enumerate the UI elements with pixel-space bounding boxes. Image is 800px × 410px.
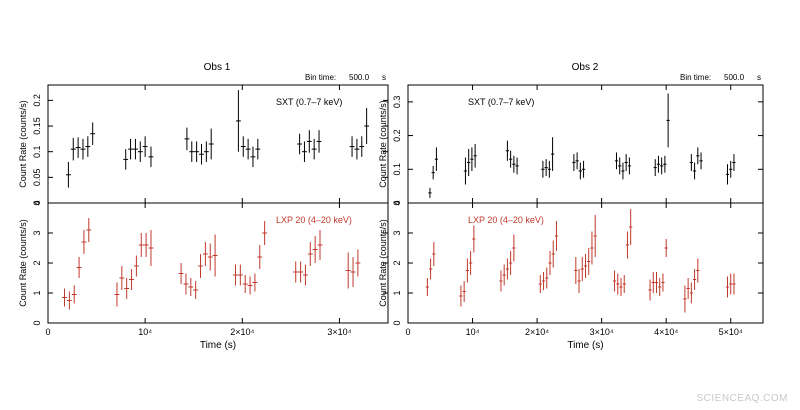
obs1-soft-ylabel: Count Rate (counts/s) [18, 100, 28, 188]
obs2-hard-ytick-label: 4 [392, 200, 402, 205]
obs2-hard-series-label: LXP 20 (4–20 keV) [468, 215, 544, 225]
obs1-bin-time-value: 500.0 [349, 73, 370, 82]
watermark: SCIENCEAQ.COM [696, 393, 788, 404]
obs1-soft-ytick-label: 0.05 [32, 169, 42, 187]
obs1-xtick-label: 10⁴ [138, 327, 152, 337]
obs1-hard-ylabel: Count Rate (counts/s) [18, 219, 28, 307]
obs2-title: Obs 2 [572, 62, 599, 73]
obs2-hard-ytick-label: 1 [392, 290, 402, 295]
obs2-soft-ytick-label: 0.2 [392, 129, 402, 142]
obs2-xtick-label: 5×10⁴ [719, 327, 743, 337]
obs2-bin-time-unit: s [757, 73, 761, 82]
obs1-hard-ytick-label: 4 [32, 200, 42, 205]
obs1-soft-ytick-label: 0.2 [32, 94, 42, 107]
obs2-bin-time-value: 500.0 [724, 73, 745, 82]
obs1-soft-series-label: SXT (0.7–7 keV) [276, 97, 342, 107]
obs1-hard-ytick-label: 3 [32, 230, 42, 235]
obs2-hard-ytick-label: 0 [392, 320, 402, 325]
obs1-hard-ytick-label: 1 [32, 290, 42, 295]
obs1-soft-ytick-label: 0.15 [32, 117, 42, 135]
obs2-soft-series-label: SXT (0.7–7 keV) [468, 97, 534, 107]
obs2-xtick-label: 2×10⁴ [525, 327, 549, 337]
obs2-xtick-label: 4×10⁴ [654, 327, 678, 337]
obs1-bin-time-label: Bin time: [305, 73, 336, 82]
obs1-hard-ytick-label: 2 [32, 260, 42, 265]
obs2-xlabel: Time (s) [567, 340, 603, 351]
obs2-bin-time-label: Bin time: [680, 73, 711, 82]
obs2-xtick-label: 3×10⁴ [590, 327, 614, 337]
obs1-soft-ytick-label: 0.1 [32, 145, 42, 158]
obs2-soft-ytick-label: 0 [392, 200, 402, 205]
obs1-hard-series-label: LXP 20 (4–20 keV) [276, 215, 352, 225]
obs1-xtick-label: 2×10⁴ [230, 327, 254, 337]
obs2-soft-frame [407, 84, 764, 204]
obs2-xtick-label: 10⁴ [466, 327, 480, 337]
obs2-soft-ytick-label: 0.3 [392, 96, 402, 109]
obs1-xtick-label: 3×10⁴ [327, 327, 351, 337]
obs1-soft-ytick-label: 0 [32, 200, 42, 205]
obs2-xtick-label: 0 [405, 327, 410, 337]
obs2-hard-ytick-label: 2 [392, 260, 402, 265]
obs2-soft-ytick-label: 0.1 [392, 163, 402, 176]
obs1-xlabel: Time (s) [200, 340, 236, 351]
obs1-hard-ytick-label: 0 [32, 320, 42, 325]
obs2-hard-ylabel: Count Rate (counts/s) [378, 219, 388, 307]
obs2-soft-ylabel: Count Rate (counts/s) [378, 100, 388, 188]
obs1-title: Obs 1 [204, 62, 231, 73]
obs2-hard-ytick-label: 3 [392, 230, 402, 235]
obs1-bin-time-unit: s [382, 73, 386, 82]
obs1-xtick-label: 0 [45, 327, 50, 337]
